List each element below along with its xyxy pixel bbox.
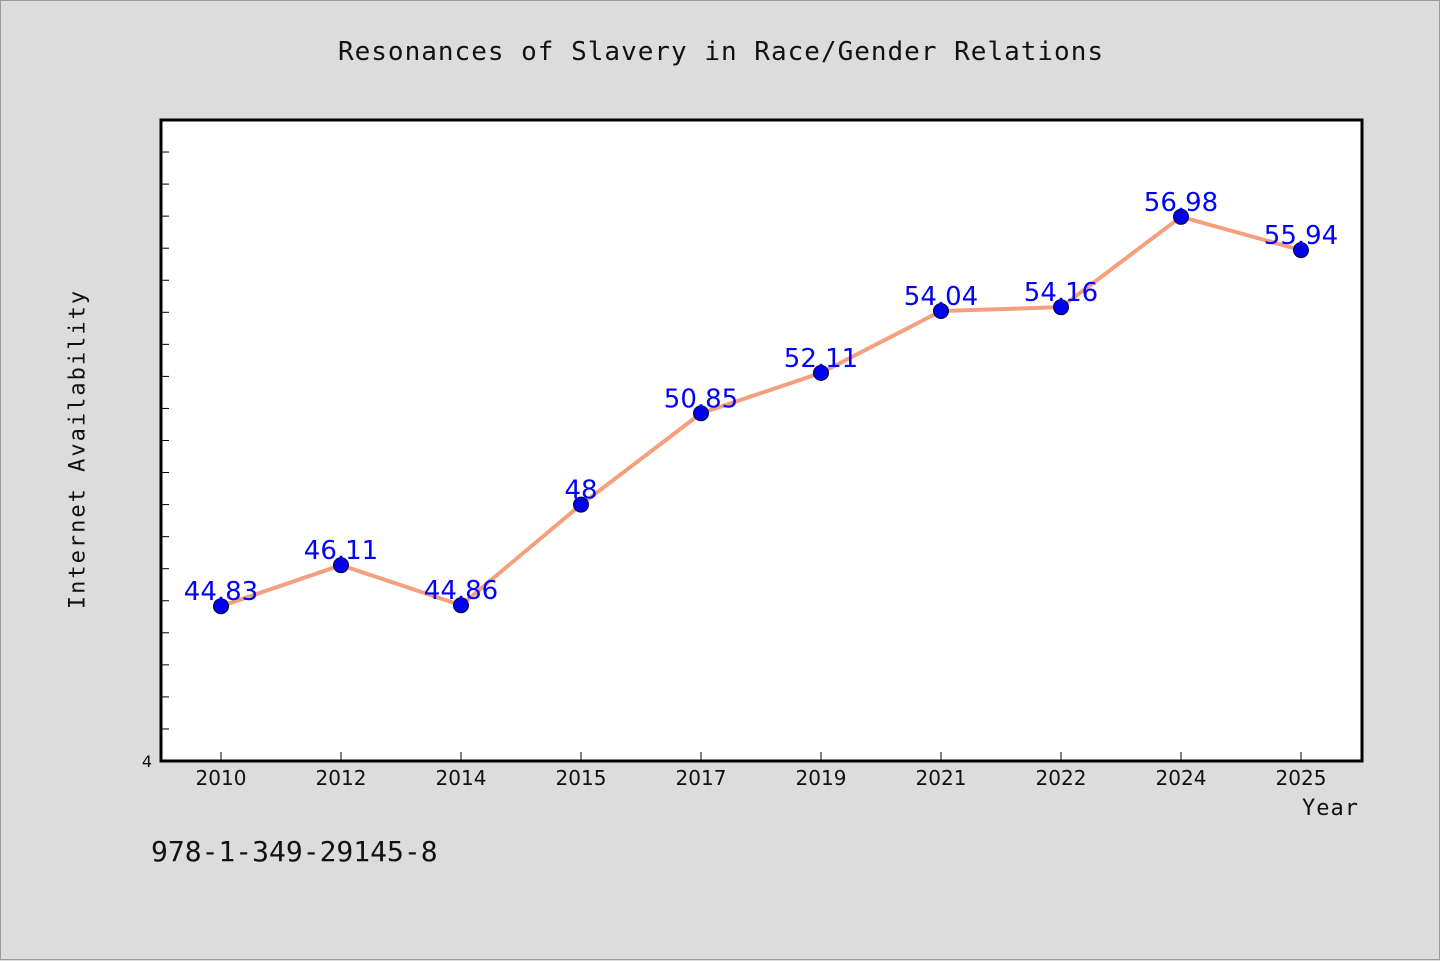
x-tick-label: 2019 [796,766,847,790]
plot-area [159,118,1364,763]
chart-title: Resonances of Slavery in Race/Gender Rel… [337,37,1105,67]
data-label: 46.11 [304,536,378,566]
x-tick-label: 2012 [316,766,367,790]
y-tick-label: 4 [142,752,152,771]
x-tick-label: 2010 [196,766,247,790]
data-label: 50.85 [664,384,738,414]
data-point [333,557,349,574]
x-tick-label: 2015 [556,766,607,790]
x-tick-label: 2022 [1036,766,1087,790]
data-labels: 44.83 46.11 44.86 48 50.85 52.11 54.04 54.16 56.… [184,188,1338,607]
x-tick-label: 2024 [1156,766,1207,790]
data-label: 55.94 [1264,221,1338,251]
data-label: 48 [564,476,597,506]
data-label: 54.04 [904,282,978,312]
x-tick-label: 2017 [676,766,727,790]
data-label: 54.16 [1024,278,1098,308]
data-point [213,598,229,615]
data-point [933,303,949,320]
data-label: 52.11 [784,344,858,374]
data-point [813,364,829,381]
data-point [453,597,469,614]
series-markers [213,208,1309,615]
data-point [1173,208,1189,225]
data-point [1053,299,1069,316]
x-tick-label: 2021 [916,766,967,790]
series-line [220,214,1302,609]
isbn-text: 978-1-349-29145-8 [151,835,438,868]
x-axis-ticks [220,752,1302,761]
x-axis-tick-labels: 2010 2012 2014 2015 2017 2019 2021 2022 2024 2025 [196,766,1327,790]
y-axis-ticks [161,151,169,730]
data-label: 44.83 [184,577,258,607]
data-point [573,496,589,513]
x-tick-label: 2025 [1276,766,1327,790]
data-point [693,405,709,422]
data-point [1293,242,1309,259]
x-tick-label: 2014 [436,766,487,790]
x-axis-title: Year [1302,796,1359,821]
data-label: 44.86 [424,576,498,606]
data-label: 56.98 [1144,188,1218,218]
y-axis-title: Internet Availability [65,288,91,610]
